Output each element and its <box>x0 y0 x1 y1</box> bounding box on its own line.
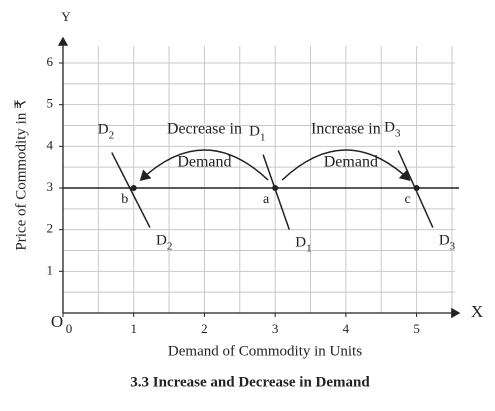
y-tick-label: 5 <box>47 96 54 111</box>
y-tick-label: 2 <box>47 221 54 236</box>
point <box>130 185 137 191</box>
origin-label: O <box>51 312 63 331</box>
curve-label: D3 <box>439 233 456 252</box>
curve-label-text: D <box>249 124 260 140</box>
curve-label-text: D <box>295 235 306 251</box>
x-axis-label: Demand of Commodity in Units <box>168 343 362 359</box>
chart-title: 3.3 Increase and Decrease in Demand <box>130 374 370 390</box>
y-tick-label: 6 <box>47 54 54 69</box>
demand-line <box>262 154 290 230</box>
point-label: b <box>121 192 128 207</box>
curve-label: D3 <box>384 120 401 139</box>
curve-label-sub: 1 <box>306 242 312 254</box>
y-tick-label: 1 <box>47 262 54 277</box>
annotation-text: Demand <box>324 154 378 171</box>
y-axis-label: Price of Commodity in ₹ <box>13 99 29 250</box>
change-arrow <box>139 149 269 182</box>
point-label: a <box>263 192 270 207</box>
x-tick-label: 3 <box>272 321 279 336</box>
curve-label: D2 <box>98 122 114 141</box>
demand-line <box>111 152 151 228</box>
change-arrow <box>281 149 411 182</box>
curve-label-text: D <box>156 233 167 249</box>
curve-label-text: D <box>439 233 450 249</box>
point <box>272 185 279 191</box>
y-tick-label: 4 <box>47 137 54 152</box>
annotation-text: Increase in <box>311 121 381 138</box>
curve-label-sub: 3 <box>395 127 401 139</box>
y-axis-letter: Y <box>61 9 71 24</box>
curve-label-text: D <box>384 120 395 136</box>
x-tick-label: 0 <box>66 321 73 336</box>
x-tick-label: 5 <box>413 321 420 336</box>
curve-label-sub: 2 <box>109 129 115 141</box>
annotation-text: Demand <box>177 154 231 171</box>
curve-label-text: D <box>98 122 109 138</box>
curve-label: D1 <box>249 124 265 143</box>
curve-label-sub: 1 <box>260 131 266 143</box>
point-label: c <box>404 192 410 207</box>
x-tick-label: 1 <box>130 321 137 336</box>
curve-label: D1 <box>295 235 311 254</box>
annotation-text: Decrease in <box>167 121 242 138</box>
x-tick-label: 4 <box>343 321 350 336</box>
point <box>413 185 420 191</box>
curve-label: D2 <box>156 233 172 252</box>
y-tick-label: 3 <box>47 179 54 194</box>
x-axis-letter: X <box>471 302 483 321</box>
curve-label-sub: 3 <box>450 240 456 252</box>
x-tick-label: 2 <box>201 321 208 336</box>
curve-label-sub: 2 <box>167 240 173 252</box>
